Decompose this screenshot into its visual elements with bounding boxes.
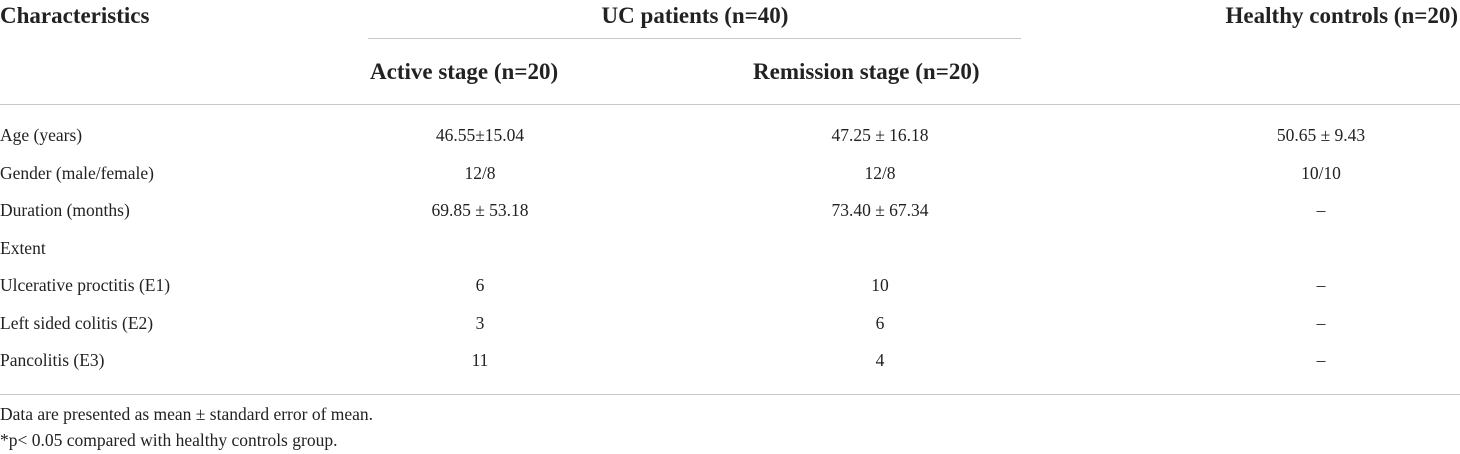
table-cell: 10	[871, 275, 889, 295]
table-cell: –	[1316, 350, 1326, 370]
row-label: Extent	[0, 237, 46, 258]
header-cell: Healthy controls (n=20)	[1225, 3, 1458, 28]
table-cell: 69.85 ± 53.18	[431, 200, 529, 220]
table-cell: 12/8	[864, 162, 896, 183]
header-rule	[0, 104, 1460, 105]
table-cell: 47.25 ± 16.18	[831, 125, 929, 145]
header-cell: Active stage (n=20)	[370, 59, 559, 84]
table-cell: –	[1316, 312, 1326, 333]
table-cell: 3	[475, 312, 485, 333]
table-cell: 46.55±15.04	[435, 125, 525, 145]
table-cell: 73.40 ± 67.34	[831, 200, 929, 220]
header-cell: UC patients (n=40)	[601, 3, 789, 28]
footnote: *p< 0.05 compared with healthy controls …	[0, 430, 338, 450]
table-cell: 6	[875, 312, 885, 333]
row-label: Age (years)	[0, 125, 83, 145]
table-cell: –	[1316, 275, 1326, 295]
table-cell: 11	[471, 350, 489, 370]
table-cell: 6	[475, 275, 485, 295]
header-cell: Characteristics	[0, 3, 150, 28]
table-cell: 10/10	[1301, 162, 1341, 183]
row-label: Left sided colitis (E2)	[0, 312, 154, 333]
table-cell: –	[1316, 200, 1326, 220]
table-cell: 50.65 ± 9.43	[1276, 125, 1366, 145]
header-rule	[368, 38, 1021, 39]
row-label: Duration (months)	[0, 200, 130, 220]
table-cell: 4	[875, 350, 885, 370]
footnote: Data are presented as mean ± standard er…	[0, 404, 374, 424]
row-label: Pancolitis (E3)	[0, 350, 105, 370]
table-rule	[0, 394, 1460, 395]
table-cell: 12/8	[464, 162, 496, 183]
row-label: Ulcerative proctitis (E1)	[0, 275, 171, 295]
header-cell: Remission stage (n=20)	[753, 59, 980, 84]
row-label: Gender (male/female)	[0, 162, 155, 183]
